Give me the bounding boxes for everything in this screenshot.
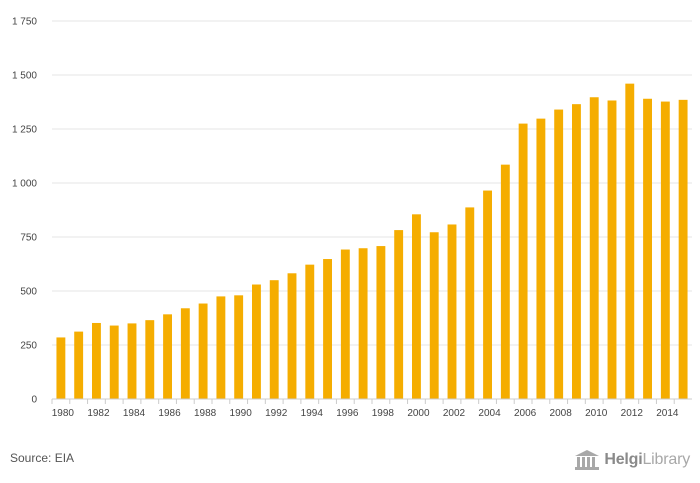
bar (287, 273, 297, 399)
bar (180, 308, 190, 399)
y-tick-label: 1 000 (12, 179, 37, 190)
bar (252, 284, 261, 399)
bar (145, 320, 155, 399)
bar (323, 259, 332, 399)
bar (465, 207, 475, 399)
x-tick-label: 1990 (230, 408, 253, 419)
x-tick-label: 1986 (158, 408, 181, 419)
bar (376, 246, 386, 399)
x-tick-label: 1988 (194, 408, 217, 419)
y-tick-label: 500 (20, 287, 37, 298)
bar (554, 109, 564, 399)
bars (56, 83, 688, 400)
x-tick-label: 2010 (585, 408, 608, 419)
bar (340, 249, 350, 399)
bar (412, 214, 421, 399)
x-tick-label: 1996 (336, 408, 359, 419)
y-tick-label: 1 500 (12, 71, 37, 82)
x-tick-label: 1984 (123, 408, 146, 419)
bar (589, 97, 599, 400)
logo-text-light: Library (642, 451, 690, 468)
x-tick-label: 1982 (87, 408, 110, 419)
bar (625, 83, 635, 399)
y-axis-ticks: 0 250 500 750 1 000 1 250 1 500 1 750 (12, 17, 37, 406)
bar (163, 314, 172, 399)
bar (607, 100, 617, 399)
bar (500, 164, 510, 399)
x-tick-label: 1994 (301, 408, 324, 419)
x-tick-label: 1980 (52, 408, 75, 419)
bar (269, 280, 279, 399)
x-tick-label: 1992 (265, 408, 288, 419)
y-tick-label: 1 750 (12, 17, 37, 28)
bar (518, 123, 528, 399)
bar (483, 190, 492, 399)
y-tick-label: 0 (31, 395, 37, 406)
bar (234, 295, 244, 399)
y-tick-label: 250 (20, 341, 37, 352)
bar (109, 325, 119, 399)
bar (74, 331, 84, 399)
x-tick-label: 2006 (514, 408, 537, 419)
bar (643, 98, 652, 399)
x-tick-label: 2014 (656, 408, 679, 419)
grid-lines (52, 20, 692, 346)
x-tick-label: 1998 (372, 408, 395, 419)
x-tick-label: 2000 (407, 408, 430, 419)
library-building-icon (575, 450, 600, 470)
x-axis-ticks: 1980 1982 1984 1986 1988 1990 1992 1994 1996 1998… (51, 399, 679, 419)
x-tick-label: 2004 (478, 408, 501, 419)
bar (660, 101, 670, 400)
source-note: Source: EIA (10, 451, 75, 465)
bar (429, 232, 439, 399)
bar (447, 224, 457, 399)
x-tick-label: 2008 (550, 408, 573, 419)
y-tick-label: 1 250 (12, 125, 37, 136)
helgi-library-logo: HelgiLibrary (574, 447, 690, 473)
bar (216, 296, 226, 399)
bar (572, 104, 581, 399)
bar (536, 118, 546, 399)
x-tick-label: 2012 (621, 408, 644, 419)
logo-text: HelgiLibrary (604, 451, 690, 469)
bar (198, 303, 208, 399)
bar (394, 230, 404, 399)
x-tick-label: 2002 (443, 408, 466, 419)
bar (127, 323, 137, 399)
logo-text-bold: Helgi (604, 451, 643, 468)
y-tick-label: 750 (20, 233, 37, 244)
bar (305, 264, 315, 399)
bar (678, 99, 688, 399)
bar (92, 322, 101, 399)
bar (358, 248, 368, 399)
bar (56, 337, 66, 399)
